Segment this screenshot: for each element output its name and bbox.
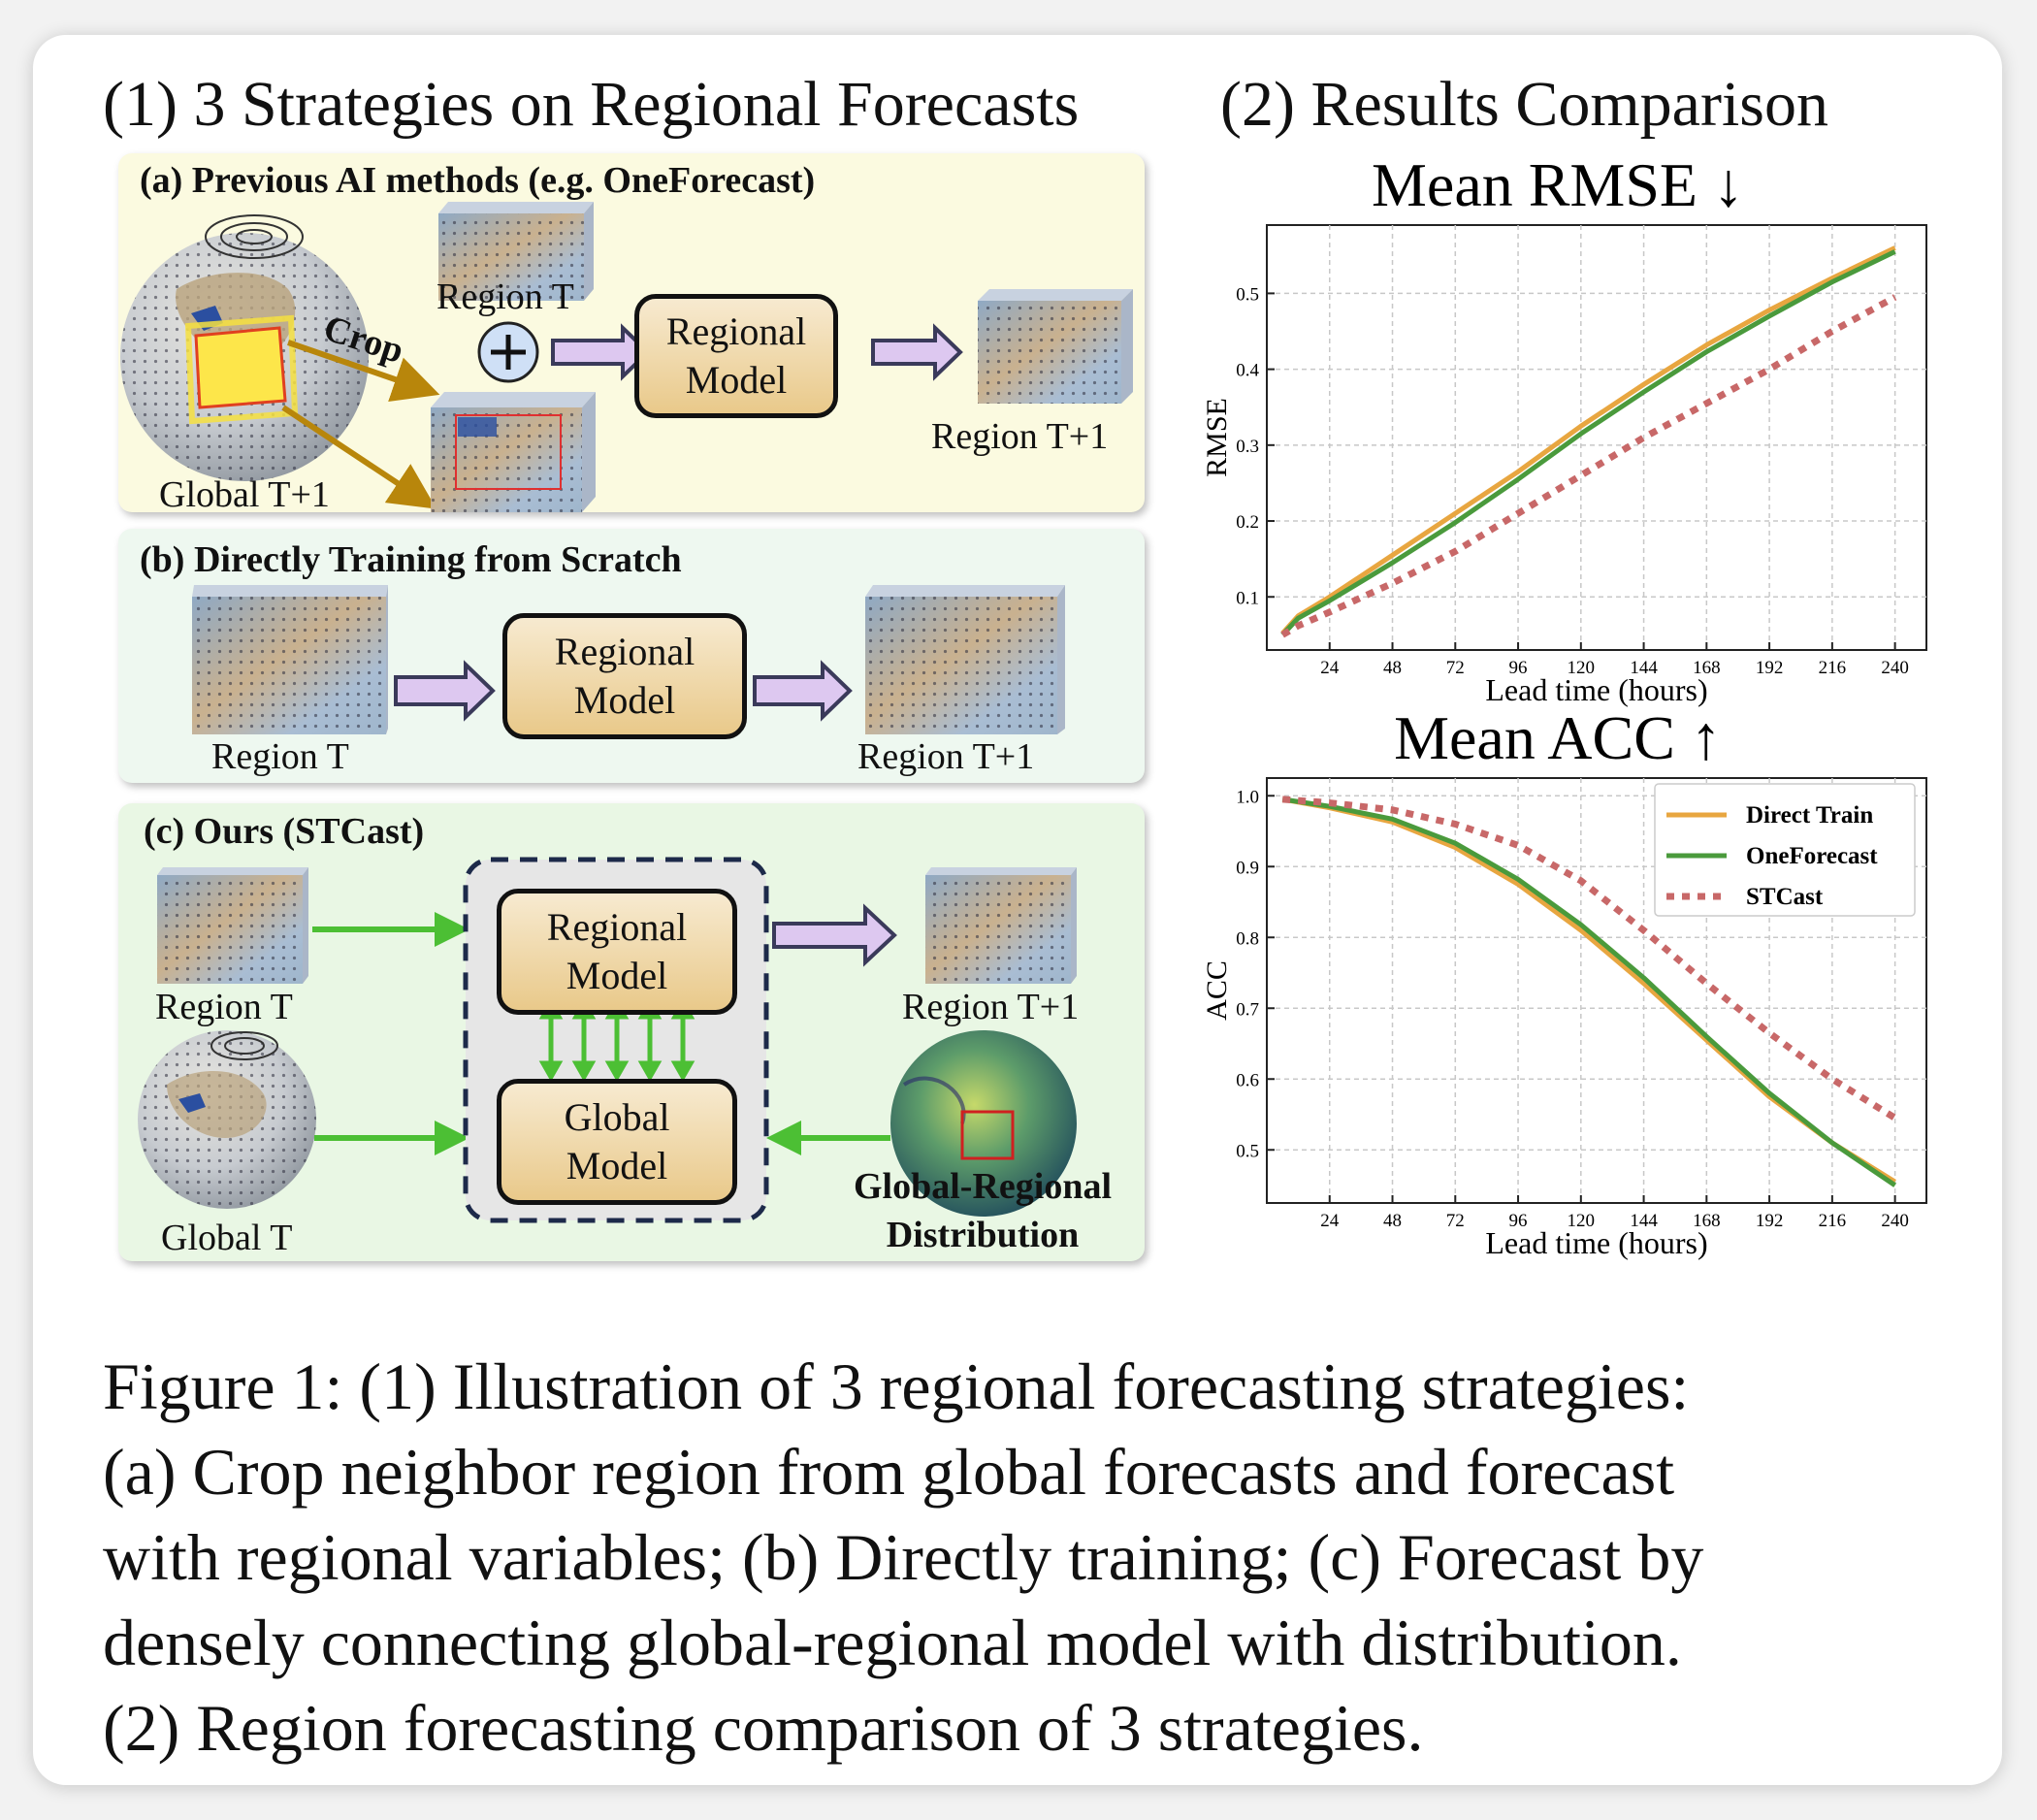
y-tick-label: 0.7 <box>1236 999 1259 1020</box>
globe-icon <box>138 1030 316 1209</box>
crop-arrow-upper <box>287 340 440 402</box>
y-tick-label: 0.5 <box>1236 284 1259 305</box>
y-tick-label: 0.5 <box>1236 1141 1259 1161</box>
region-output-cube-icon <box>865 585 1065 734</box>
legend-label: OneForecast <box>1746 843 1878 869</box>
x-tick-label: 240 <box>1881 1211 1909 1231</box>
region-output-cube-icon <box>925 867 1077 984</box>
x-tick-label: 24 <box>1320 658 1340 678</box>
panel-c-global-model: Global Model <box>497 1079 737 1205</box>
acc-chart-wrapper: Mean ACC ↑ 24 48 72 96 120 144 168 192 216 240 0.5 0… <box>1170 703 1946 1276</box>
rmse-chart: Mean RMSE ↓ 24 48 72 96 120 144 168 192 216 240 0.1… <box>1201 150 1927 707</box>
region-input-cube-icon <box>157 867 308 984</box>
plus-icon <box>477 321 539 383</box>
chart-title: Mean RMSE ↓ <box>1372 155 1744 219</box>
legend-label: STCast <box>1746 884 1824 910</box>
panel-a-regional-model: Regional Model <box>634 294 838 418</box>
x-tick-label: 192 <box>1756 1211 1784 1231</box>
globe-icon <box>120 214 369 481</box>
panel-b-regional-model: Regional Model <box>502 613 747 739</box>
panel-c-distribution-label: Global-Regional Distribution <box>854 1166 1113 1255</box>
global-crop-cube-icon <box>431 392 596 512</box>
panel-a-graphics <box>120 202 1133 512</box>
caption-line: densely connecting global-regional model… <box>103 1606 1682 1679</box>
x-tick-label: 216 <box>1819 658 1847 678</box>
panel-a-label: (a) Previous AI methods (e.g. OneForecas… <box>140 160 816 201</box>
y-tick-label: 0.8 <box>1236 928 1259 949</box>
section2-title: (2) Results Comparison <box>1220 69 1828 140</box>
y-tick-label: 0.2 <box>1236 512 1259 533</box>
rmse-chart-wrapper: Mean RMSE ↓ 24 48 72 96 120 144 168 192 216 240 0.1… <box>1170 150 1946 723</box>
caption-line: (2) Region forecasting comparison of 3 s… <box>103 1691 1424 1765</box>
x-tick-label: 48 <box>1383 658 1402 678</box>
x-tick-label: 24 <box>1320 1211 1340 1231</box>
arrow-to-output <box>871 323 963 381</box>
arrow-to-model <box>394 660 496 722</box>
y-tick-label: 0.6 <box>1236 1070 1259 1090</box>
x-tick-label: 168 <box>1693 1211 1721 1231</box>
x-tick-label: 216 <box>1819 1211 1847 1231</box>
series-line-oneforecast <box>1280 249 1896 637</box>
x-tick-label: 144 <box>1630 1211 1658 1231</box>
region-output-cube-icon <box>978 289 1133 404</box>
y-tick-label: 0.9 <box>1236 858 1259 878</box>
panel-b-graphics <box>192 585 1065 734</box>
caption-line: Figure 1: (1) Illustration of 3 regional… <box>103 1349 1690 1423</box>
figure-caption: Figure 1: (1) Illustration of 3 regional… <box>103 1344 1965 1771</box>
panel-b-region-t1: Region T+1 <box>857 736 1035 777</box>
crop-arrow-lower <box>281 405 437 509</box>
x-tick-label: 120 <box>1568 658 1596 678</box>
arrow-to-output <box>753 660 853 722</box>
x-tick-label: 96 <box>1509 1211 1528 1231</box>
chart-title: Mean ACC ↑ <box>1394 708 1722 772</box>
panel-c-regional-model: Regional Model <box>497 889 737 1015</box>
region-input-cube-icon <box>192 585 388 734</box>
x-tick-label: 240 <box>1881 658 1909 678</box>
plot-area <box>1266 224 1927 651</box>
x-tick-label: 72 <box>1446 1211 1465 1231</box>
section1-title: (1) 3 Strategies on Regional Forecasts <box>103 69 1080 140</box>
series-line-oneforecast <box>1281 796 1897 1187</box>
panel-a-region-t1: Region T+1 <box>931 416 1109 457</box>
acc-chart: Mean ACC ↑ 24 48 72 96 120 144 168 192 216 240 0.5 0… <box>1201 703 1927 1260</box>
caption-line: (a) Crop neighbor region from global for… <box>103 1435 1675 1509</box>
panel-b-label: (b) Directly Training from Scratch <box>140 539 682 580</box>
panel-c-label: (c) Ours (STCast) <box>144 811 425 852</box>
panel-c-region-t: Region T <box>155 987 293 1027</box>
series-line-direct-train <box>1280 245 1896 635</box>
distribution-globe-icon <box>890 1030 1077 1217</box>
panel-b-region-t: Region T <box>211 736 349 777</box>
y-tick-label: 1.0 <box>1236 787 1259 807</box>
x-axis-label: Lead time (hours) <box>1485 672 1707 707</box>
y-axis-label: ACC <box>1201 960 1233 1021</box>
x-tick-label: 120 <box>1568 1211 1596 1231</box>
x-tick-label: 48 <box>1383 1211 1402 1231</box>
panel-a-region-t: Region T <box>436 276 574 317</box>
panel-a-global-t1: Global T+1 <box>159 474 330 515</box>
y-axis-label: RMSE <box>1201 398 1233 477</box>
y-tick-label: 0.3 <box>1236 437 1259 457</box>
caption-line: with regional variables; (b) Directly tr… <box>103 1520 1704 1594</box>
legend-label: Direct Train <box>1746 802 1873 829</box>
panel-c-region-t1: Region T+1 <box>902 987 1080 1027</box>
x-tick-label: 72 <box>1446 658 1465 678</box>
y-tick-label: 0.4 <box>1236 361 1259 381</box>
series-line-stcast <box>1281 796 1897 1121</box>
x-axis-label: Lead time (hours) <box>1485 1225 1707 1260</box>
series-line-stcast <box>1280 294 1897 638</box>
region-cube-icon <box>438 202 594 301</box>
arrow-to-output <box>772 903 897 967</box>
x-tick-label: 96 <box>1509 658 1528 678</box>
x-tick-label: 192 <box>1756 658 1784 678</box>
y-tick-label: 0.1 <box>1236 588 1259 608</box>
x-tick-label: 168 <box>1693 658 1721 678</box>
x-tick-label: 144 <box>1630 658 1658 678</box>
panel-c-global-t: Global T <box>161 1218 293 1258</box>
